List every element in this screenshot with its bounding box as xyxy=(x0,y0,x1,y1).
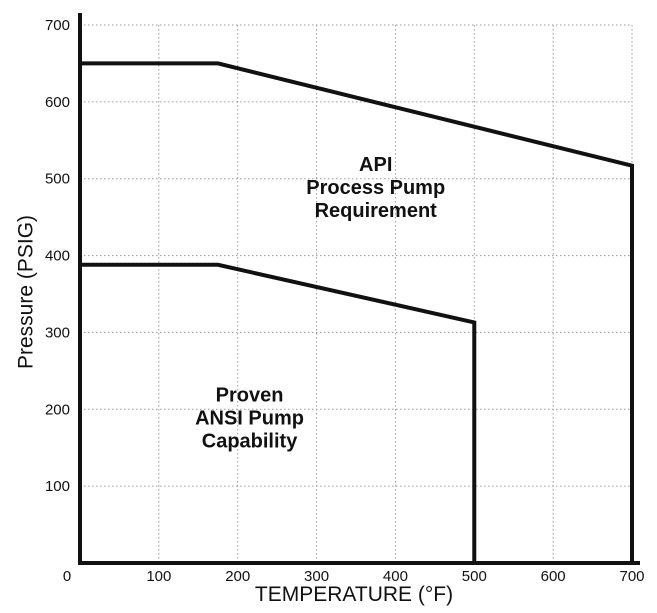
axis-layer xyxy=(78,13,640,565)
region-label: Proven xyxy=(216,385,284,407)
x-tick-label: 100 xyxy=(146,568,171,585)
y-tick-label: 400 xyxy=(45,248,70,265)
x-tick-label: 700 xyxy=(619,568,644,585)
series-line xyxy=(80,262,477,563)
series-layer xyxy=(80,61,634,563)
y-tick-label: 700 xyxy=(45,17,70,34)
region-label: Requirement xyxy=(315,200,438,222)
x-tick-label: 600 xyxy=(541,568,566,585)
tick-layer: 0 100 200 300 400 500 600 700 100 200 300 400 500 600… xyxy=(45,17,645,585)
y-axis-title: Pressure (PSIG) xyxy=(15,215,38,369)
series-line xyxy=(80,61,634,563)
y-tick-label: 200 xyxy=(45,401,70,418)
y-tick-label: 500 xyxy=(45,171,70,188)
y-tick-label: 300 xyxy=(45,324,70,341)
x-tick-label: 0 xyxy=(63,568,71,585)
region-label: Process Pump xyxy=(306,177,445,199)
y-tick-label: 600 xyxy=(45,94,70,111)
y-tick-label: 100 xyxy=(45,478,70,495)
x-tick-label: 500 xyxy=(462,568,487,585)
x-tick-label: 400 xyxy=(383,568,408,585)
x-tick-label: 200 xyxy=(225,568,250,585)
region-label: ANSI Pump xyxy=(195,408,304,430)
x-tick-label: 300 xyxy=(304,568,329,585)
x-axis-title: TEMPERATURE (°F) xyxy=(255,583,453,606)
region-label: Capability xyxy=(202,431,298,453)
region-label: API xyxy=(359,154,392,176)
